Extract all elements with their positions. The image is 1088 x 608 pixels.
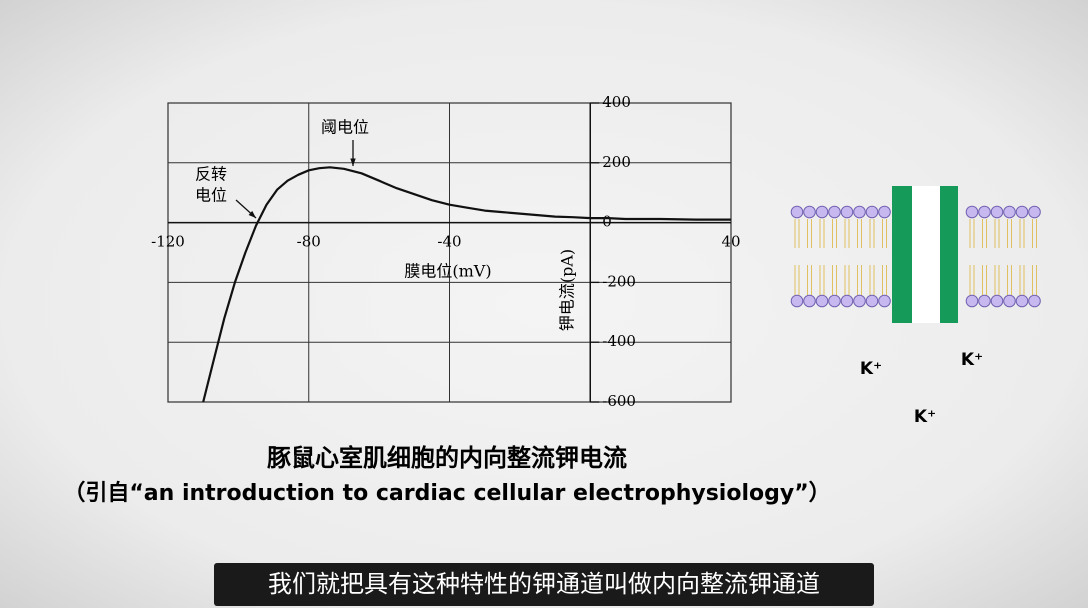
lipid-head xyxy=(853,294,866,308)
lipid-head xyxy=(815,294,829,308)
ion-label: K⁺ xyxy=(961,350,983,370)
lipid-head xyxy=(965,205,979,219)
y-tick-label: -200 xyxy=(602,272,636,290)
x-tick-label: -80 xyxy=(297,233,321,251)
ion-label: K⁺ xyxy=(860,359,882,379)
chart-source: （引自“an introduction to cardiac cellular … xyxy=(63,480,830,506)
lipid-head xyxy=(803,294,816,308)
chart-title: 豚鼠心室肌细胞的内向整流钾电流 xyxy=(266,444,627,472)
lipid-head xyxy=(840,294,854,308)
y-tick-label: -600 xyxy=(602,392,636,410)
annotation: 电位 xyxy=(195,186,227,205)
lipid-head xyxy=(878,294,891,308)
x-tick-label: -40 xyxy=(437,233,461,251)
lipid-head xyxy=(790,294,804,308)
lipid-head xyxy=(990,294,1004,308)
lipid-head xyxy=(865,294,879,308)
lipid-head xyxy=(878,205,891,219)
lipid-head xyxy=(828,294,841,308)
lipid-head xyxy=(828,205,841,219)
lipid-head xyxy=(1015,205,1029,219)
lipid-head xyxy=(853,205,866,219)
channel-wall xyxy=(892,186,912,323)
annotation: 反转 xyxy=(195,165,227,184)
ion-label: K⁺ xyxy=(914,407,936,427)
lipid-head xyxy=(990,205,1004,219)
y-axis-label: 钾电流(pA) xyxy=(558,249,577,331)
lipid-head xyxy=(840,205,854,219)
arrow-head xyxy=(248,210,256,218)
lipid-head xyxy=(978,294,991,308)
lipid-head xyxy=(965,294,979,308)
channel-pore xyxy=(912,186,940,323)
video-subtitle: 我们就把具有这种特性的钾通道叫做内向整流钾通道 xyxy=(214,563,874,606)
y-tick-label: 200 xyxy=(602,153,631,171)
membrane-diagram xyxy=(790,186,1041,323)
data-line xyxy=(202,166,731,403)
lipid-head xyxy=(1015,294,1029,308)
y-tick-label: 0 xyxy=(602,213,612,231)
lipid-head xyxy=(1028,205,1041,219)
lipid-head xyxy=(803,205,816,219)
x-tick-label: 40 xyxy=(721,233,740,251)
lipid-head xyxy=(1003,294,1016,308)
channel-wall xyxy=(940,186,958,323)
y-tick-label: 400 xyxy=(602,93,631,111)
x-tick-label: -120 xyxy=(151,233,185,251)
axes: 400 200 0 -200 -400 -600 -120 -80 -40 40 xyxy=(151,93,740,410)
lipid-head xyxy=(1003,205,1016,219)
lipid-head xyxy=(865,205,879,219)
x-axis-label: 膜电位(mV) xyxy=(404,262,491,281)
lipid-head xyxy=(978,205,991,219)
y-tick-label: -400 xyxy=(602,332,636,350)
annotation: 阈电位 xyxy=(321,118,369,137)
arrow-head xyxy=(350,158,356,166)
lipid-head xyxy=(790,205,804,219)
lipid-head xyxy=(815,205,829,219)
lipid-head xyxy=(1028,294,1041,308)
